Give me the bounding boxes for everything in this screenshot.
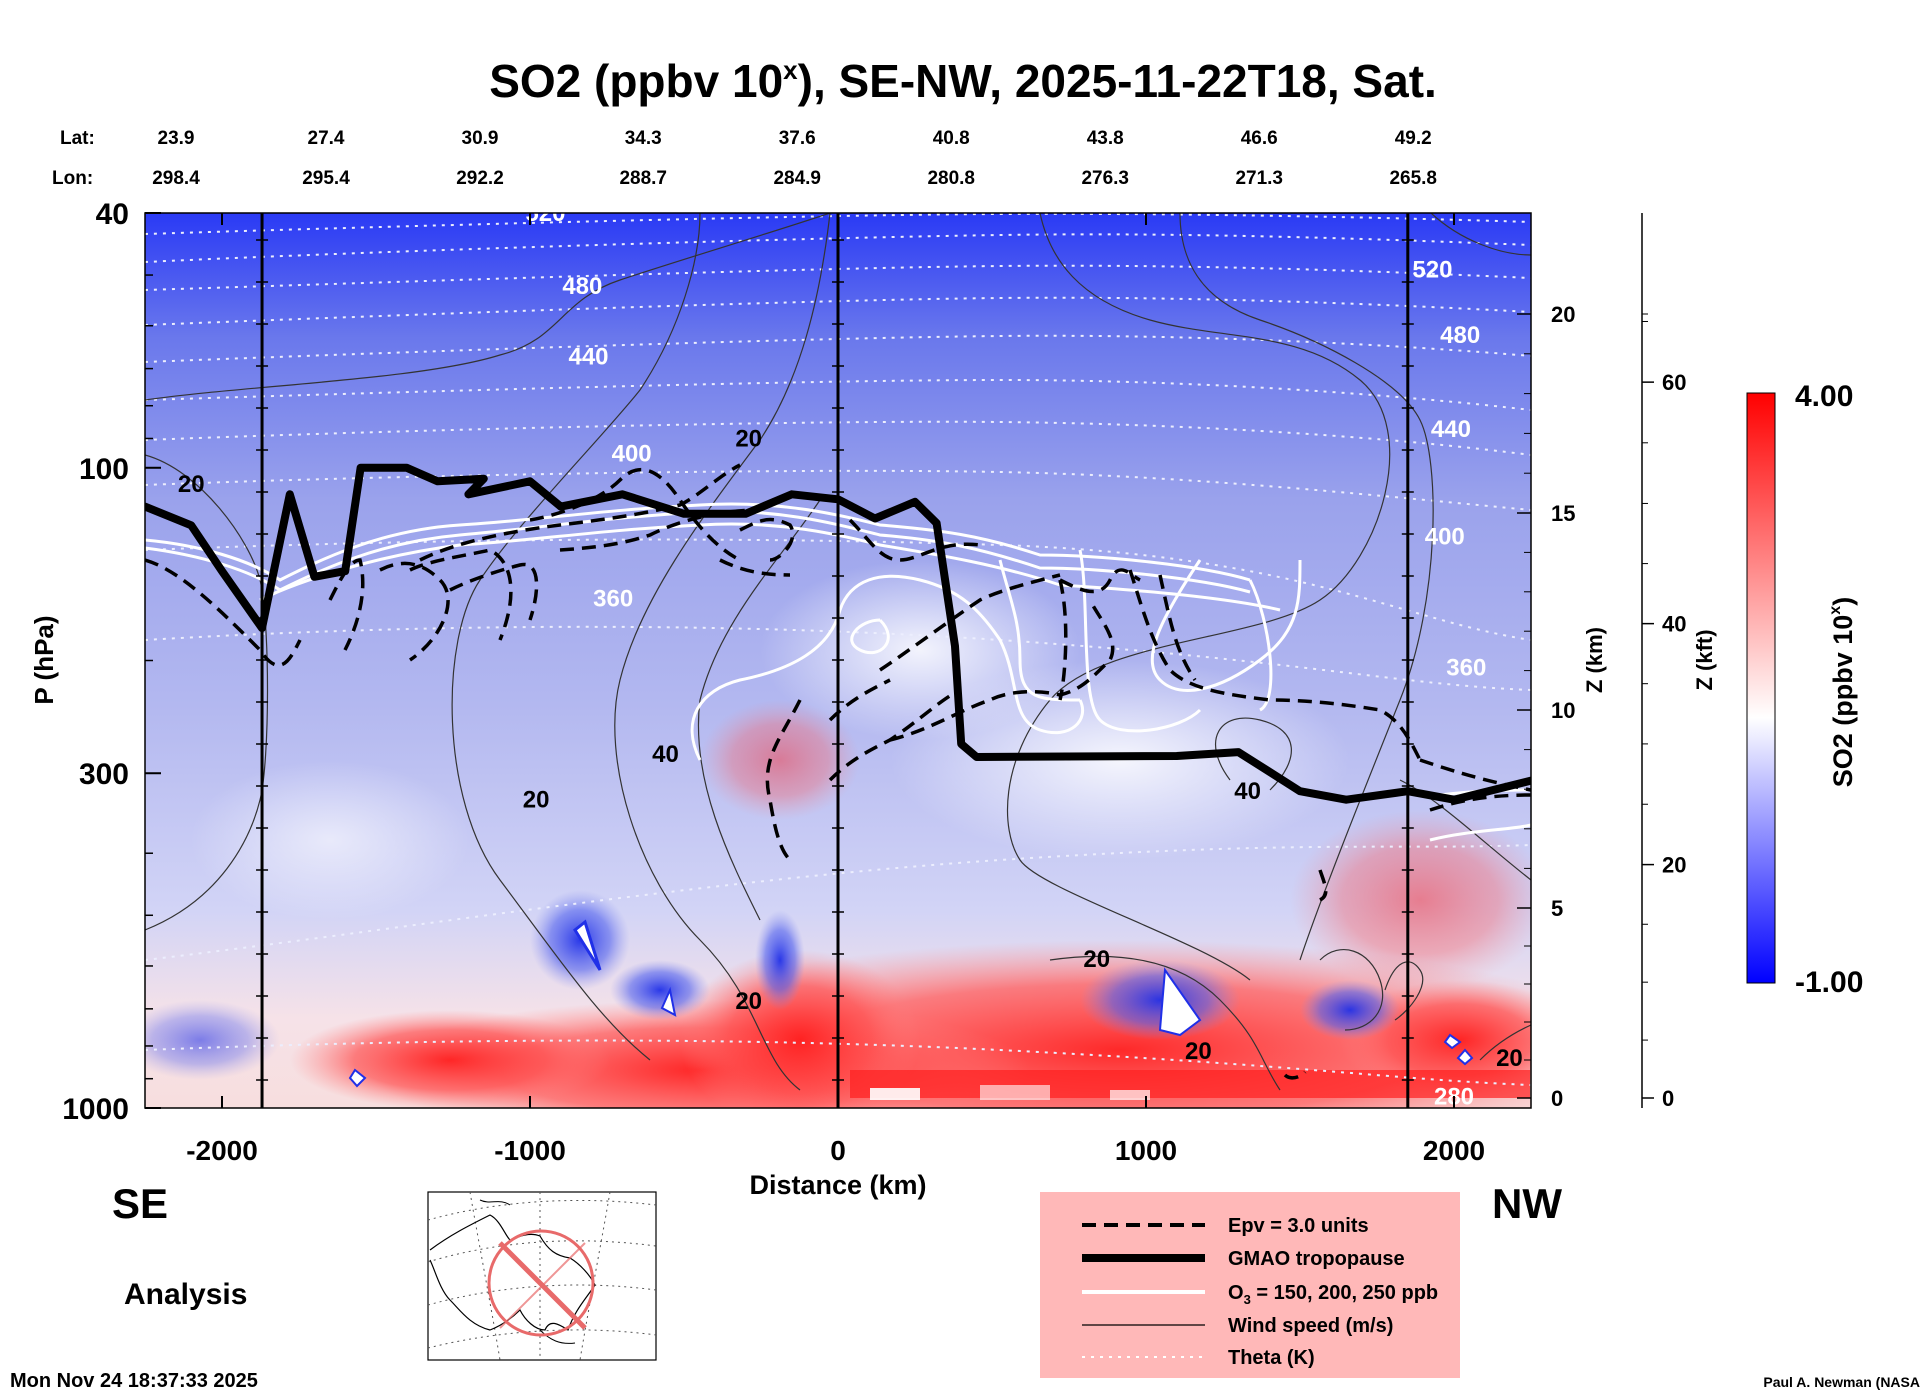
- colorbar-label-suffix: ): [1828, 597, 1858, 606]
- theta-contour-label: 400: [612, 441, 652, 468]
- lat-value: 43.8: [1087, 128, 1124, 149]
- wind-contour-label: 20: [1496, 1045, 1523, 1072]
- z-km-tick-label: 20: [1551, 302, 1575, 327]
- theta-contour-label: 360: [593, 585, 633, 612]
- inset-map-circle: [487, 1229, 595, 1337]
- legend-label-ozone-suffix: = 150, 200, 250 ppb: [1251, 1282, 1438, 1304]
- lon-label: Lon:: [52, 168, 93, 189]
- theta-contour-label: 360: [1446, 654, 1486, 681]
- z-km-axis-label: Z (km): [1582, 627, 1607, 693]
- wind-contour-label: 40: [1234, 778, 1261, 805]
- axes: -2000 -1000 0 1000 2000 40 100 300 1000 0 5 10 15 20 0…: [62, 198, 1686, 1166]
- wind-contour-label: 20: [1185, 1038, 1212, 1065]
- lon-value: 292.2: [456, 168, 504, 189]
- y-axis-label: P (hPa): [29, 615, 59, 704]
- title-suffix: ), SE-NW, 2025-11-22T18, Sat.: [798, 55, 1437, 107]
- x-tick-label: 0: [830, 1135, 846, 1166]
- z-km-tick-label: 15: [1551, 501, 1575, 526]
- z-km-tick-label: 5: [1551, 896, 1563, 921]
- lat-label: Lat:: [60, 128, 95, 149]
- lat-value: 49.2: [1395, 128, 1432, 149]
- inset-map: [427, 1191, 657, 1361]
- lon-value: 295.4: [302, 168, 350, 189]
- tropopause-line: [145, 463, 1531, 804]
- x-tick-label: -1000: [494, 1135, 566, 1166]
- theta-contour-label: 400: [1425, 523, 1465, 550]
- lon-value: 284.9: [773, 168, 821, 189]
- chart-title: SO2 (ppbv 10x), SE-NW, 2025-11-22T18, Sa…: [489, 55, 1437, 107]
- se-label: SE: [112, 1180, 168, 1227]
- lat-value: 46.6: [1241, 128, 1278, 149]
- epv-contours: [145, 463, 1531, 1080]
- lat-value: 40.8: [933, 128, 970, 149]
- theta-contour-label: 480: [562, 273, 602, 300]
- p-tick-label: 300: [79, 758, 129, 791]
- z-kft-axis-label: Z (kft): [1692, 629, 1717, 690]
- title-superscript: x: [783, 55, 798, 85]
- so2-field: [145, 213, 1531, 1108]
- legend: Epv = 3.0 units GMAO tropopause O3 = 150…: [1040, 1192, 1460, 1378]
- lat-value: 27.4: [308, 128, 345, 149]
- z-kft-tick-label: 60: [1662, 370, 1686, 395]
- x-tick-label: 1000: [1115, 1135, 1177, 1166]
- colorbar-label: SO2 (ppbv 10x): [1827, 597, 1858, 787]
- z-kft-tick-label: 20: [1662, 853, 1686, 878]
- timestamp: Mon Nov 24 18:37:33 2025: [10, 1370, 258, 1392]
- legend-label-ozone-subscript: 3: [1244, 1292, 1251, 1307]
- lat-value: 30.9: [462, 128, 499, 149]
- x-axis-label: Distance (km): [749, 1170, 926, 1200]
- legend-label-wind: Wind speed (m/s): [1228, 1315, 1393, 1337]
- legend-label-ozone: O3 = 150, 200, 250 ppb: [1228, 1282, 1438, 1307]
- theta-contour-label: 480: [1440, 322, 1480, 349]
- colorbar-label-superscript: x: [1827, 606, 1844, 615]
- z-kft-tick-label: 40: [1662, 612, 1686, 637]
- p-tick-label: 100: [79, 453, 129, 486]
- lon-value: 276.3: [1081, 168, 1129, 189]
- legend-label-tropopause: GMAO tropopause: [1228, 1248, 1405, 1270]
- wind-contour-label: 20: [1083, 946, 1110, 973]
- z-km-tick-label: 0: [1551, 1086, 1563, 1111]
- lat-value: 23.9: [158, 128, 195, 149]
- colorbar-min-label: -1.00: [1795, 966, 1863, 999]
- x-tick-label: 2000: [1423, 1135, 1485, 1166]
- x-tick-label: -2000: [186, 1135, 258, 1166]
- wind-contour-label: 20: [178, 471, 205, 498]
- wind-contour-label: 20: [523, 787, 550, 814]
- wind-contour-label: 20: [735, 988, 762, 1015]
- theta-contour-label: 440: [1431, 416, 1471, 443]
- wind-contour-label: 40: [652, 741, 679, 768]
- lon-value: 271.3: [1235, 168, 1283, 189]
- legend-label-theta: Theta (K): [1228, 1347, 1315, 1369]
- lat-lon-row: 23.9 298.4 27.4 295.4 30.9 292.2 34.3 288.7 37.6…: [152, 128, 1437, 189]
- wind-contour-label: 20: [735, 425, 762, 452]
- lon-value: 280.8: [927, 168, 975, 189]
- analysis-label: Analysis: [124, 1278, 247, 1311]
- z-km-tick-label: 10: [1551, 698, 1575, 723]
- lon-value: 288.7: [619, 168, 667, 189]
- lat-value: 37.6: [779, 128, 816, 149]
- colorbar: [1746, 392, 1776, 984]
- vertical-marker-lines: [256, 213, 1414, 1108]
- lat-value: 34.3: [625, 128, 662, 149]
- theta-contour-label: 520: [1412, 256, 1452, 283]
- lon-value: 265.8: [1389, 168, 1437, 189]
- colorbar-max-label: 4.00: [1795, 380, 1853, 413]
- credit: Paul A. Newman (NASA: [1763, 1374, 1920, 1390]
- nw-label: NW: [1492, 1180, 1562, 1227]
- theta-contour-label: 440: [568, 343, 608, 370]
- legend-label-epv: Epv = 3.0 units: [1228, 1215, 1369, 1237]
- theta-contours: [145, 213, 1531, 1086]
- p-tick-label: 1000: [62, 1093, 129, 1126]
- p-tick-label: 40: [96, 198, 129, 231]
- lon-value: 298.4: [152, 168, 200, 189]
- z-kft-tick-label: 0: [1662, 1086, 1674, 1111]
